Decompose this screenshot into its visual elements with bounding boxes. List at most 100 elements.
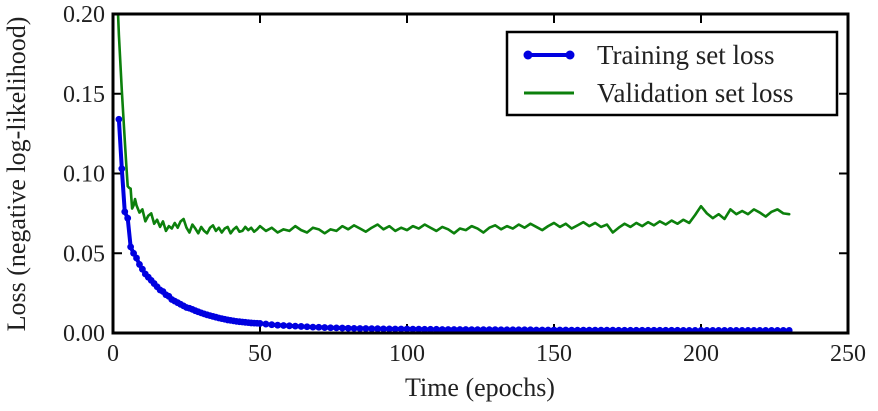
training-loss-marker xyxy=(515,326,523,333)
x-tick-label: 50 xyxy=(248,341,272,367)
training-loss-marker xyxy=(409,325,417,333)
training-loss-marker xyxy=(580,326,587,333)
training-loss-marker xyxy=(309,323,317,331)
training-loss-marker xyxy=(385,325,393,333)
training-loss-marker xyxy=(674,326,681,333)
training-loss-marker xyxy=(415,325,423,333)
training-loss-marker xyxy=(480,326,487,333)
training-loss-marker xyxy=(444,326,452,333)
training-loss-marker xyxy=(532,326,540,333)
training-loss-marker xyxy=(621,326,628,333)
training-loss-marker xyxy=(574,326,581,333)
training-loss-marker xyxy=(562,326,570,333)
y-tick-label: 0.20 xyxy=(63,2,105,28)
legend-training-marker-icon xyxy=(523,50,533,60)
training-loss-marker xyxy=(544,326,552,333)
training-loss-marker xyxy=(491,326,499,333)
legend-training-marker-icon xyxy=(565,50,575,60)
y-tick-labels: 0.00 0.05 0.10 0.15 0.20 xyxy=(63,2,105,347)
training-loss-marker xyxy=(274,321,282,329)
x-tick-label: 200 xyxy=(683,341,719,367)
training-loss-marker xyxy=(124,214,132,222)
training-loss-marker xyxy=(474,326,481,333)
training-loss-marker xyxy=(638,326,646,333)
training-loss-marker xyxy=(297,323,305,330)
training-loss-marker xyxy=(468,326,476,333)
training-loss-marker xyxy=(656,326,664,333)
training-loss-marker xyxy=(127,243,135,251)
training-loss-marker xyxy=(597,326,605,333)
x-tick-label: 250 xyxy=(830,341,866,367)
y-tick-label: 0.15 xyxy=(63,82,105,108)
training-loss-marker xyxy=(115,115,123,123)
legend-label-training: Training set loss xyxy=(597,40,775,70)
legend-label-validation: Validation set loss xyxy=(597,78,794,108)
training-loss-marker xyxy=(538,326,546,333)
training-loss-marker xyxy=(438,326,446,333)
training-loss-marker xyxy=(262,320,270,328)
training-loss-marker xyxy=(421,325,429,333)
data-series xyxy=(115,14,793,333)
training-loss-marker xyxy=(380,325,387,333)
y-tick-label: 0.00 xyxy=(63,321,105,347)
training-loss-marker xyxy=(591,326,599,333)
training-loss-marker xyxy=(550,326,558,333)
training-loss-marker xyxy=(327,324,334,332)
training-loss-marker xyxy=(391,325,399,333)
training-loss-marker xyxy=(121,208,129,216)
training-loss-marker xyxy=(556,326,564,333)
training-loss-marker xyxy=(356,325,364,332)
training-loss-marker xyxy=(362,325,370,332)
training-loss-marker xyxy=(615,326,623,333)
training-loss-marker xyxy=(256,320,264,327)
training-loss-marker xyxy=(291,322,299,330)
training-loss-marker xyxy=(650,326,658,333)
training-loss-marker xyxy=(433,325,440,333)
validation-loss-line xyxy=(116,14,791,235)
x-tick-label: 100 xyxy=(389,341,425,367)
training-loss-marker xyxy=(315,323,323,331)
x-tick-label: 0 xyxy=(107,341,119,367)
legend: Training set loss Validation set loss xyxy=(505,30,839,117)
training-loss-marker xyxy=(568,326,576,333)
training-loss-marker xyxy=(338,324,346,332)
training-loss-marker xyxy=(585,326,593,333)
training-loss-marker xyxy=(350,324,358,332)
training-loss-marker xyxy=(503,326,511,333)
training-loss-marker xyxy=(397,325,405,333)
y-tick-label: 0.10 xyxy=(63,162,105,188)
training-loss-marker xyxy=(632,326,640,333)
x-axis-label: Time (epochs) xyxy=(405,373,555,402)
y-tick-label: 0.05 xyxy=(63,241,105,267)
y-axis-label: Loss (negative log-likelihood) xyxy=(2,17,31,332)
training-loss-marker xyxy=(450,326,458,333)
training-loss-marker xyxy=(662,326,670,333)
x-tick-label: 150 xyxy=(536,341,572,367)
training-loss-marker xyxy=(403,325,411,333)
training-loss-marker xyxy=(286,322,293,330)
training-loss-marker xyxy=(527,326,534,333)
training-loss-marker xyxy=(118,165,126,173)
training-loss-marker xyxy=(456,326,464,333)
training-loss-marker xyxy=(344,324,352,332)
legend-box xyxy=(505,30,839,117)
training-loss-marker xyxy=(374,325,381,333)
training-loss-marker xyxy=(497,326,505,333)
training-loss-marker xyxy=(427,325,434,333)
training-loss-marker xyxy=(609,326,617,333)
training-loss-marker xyxy=(462,326,470,333)
x-tick-labels: 0 50 100 150 200 250 xyxy=(107,341,866,367)
training-loss-marker xyxy=(603,326,611,333)
training-loss-marker xyxy=(521,326,528,333)
training-loss-marker xyxy=(280,322,287,329)
training-loss-marker xyxy=(668,326,675,333)
plot-border xyxy=(111,12,850,335)
training-loss-marker xyxy=(368,325,376,333)
training-loss-marker xyxy=(268,321,276,329)
training-loss-marker xyxy=(485,326,493,333)
training-loss-marker xyxy=(644,326,652,333)
training-loss-marker xyxy=(627,326,634,333)
training-loss-marker xyxy=(509,326,517,333)
